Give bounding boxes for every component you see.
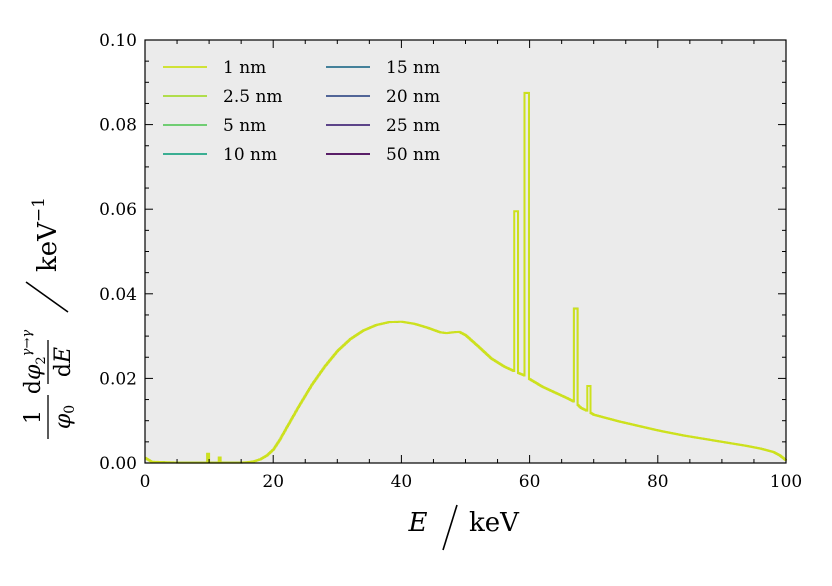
y-tick-label: 0.02 [99, 369, 137, 389]
x-tick-label: 20 [262, 472, 284, 492]
legend-label: 10 nm [223, 145, 277, 165]
legend-label: 1 nm [223, 58, 266, 78]
y-label-frac1-den: φ0 [51, 405, 78, 429]
x-tick-label: 40 [391, 472, 413, 492]
x-axis-label-var: E [408, 508, 428, 538]
legend-label: 2.5 nm [223, 87, 283, 107]
y-tick-label: 0.00 [99, 454, 137, 474]
y-label-frac1-num: 1 [21, 410, 46, 424]
legend-label: 20 nm [386, 87, 440, 107]
y-axis-label-unit: keV−1 [29, 197, 63, 272]
plot-area [145, 40, 786, 463]
y-label-frac2-den: dE [51, 347, 76, 377]
x-axis-label-unit: keV [469, 508, 520, 538]
legend-label: 25 nm [386, 116, 440, 136]
y-label-frac2-num: dφ2γ→γ [20, 330, 49, 394]
y-axis-label-slash [25, 281, 69, 313]
y-label-frac2: dφ2γ→γdE [20, 330, 76, 394]
x-tick-label: 60 [519, 472, 541, 492]
legend-label: 50 nm [386, 145, 440, 165]
y-tick-label: 0.08 [99, 116, 137, 136]
x-axis-label-slash [442, 504, 458, 551]
x-tick-label: 100 [770, 472, 802, 492]
legend-label: 5 nm [223, 116, 266, 136]
x-tick-label: 0 [140, 472, 151, 492]
legend-label: 15 nm [386, 58, 440, 78]
y-tick-label: 0.04 [99, 285, 137, 305]
y-tick-label: 0.06 [99, 200, 137, 220]
y-tick-label: 0.10 [99, 31, 137, 51]
series-line-1nm [144, 91, 787, 464]
y-label-frac1: 1 φ0 [21, 395, 78, 439]
x-tick-label: 80 [647, 472, 669, 492]
